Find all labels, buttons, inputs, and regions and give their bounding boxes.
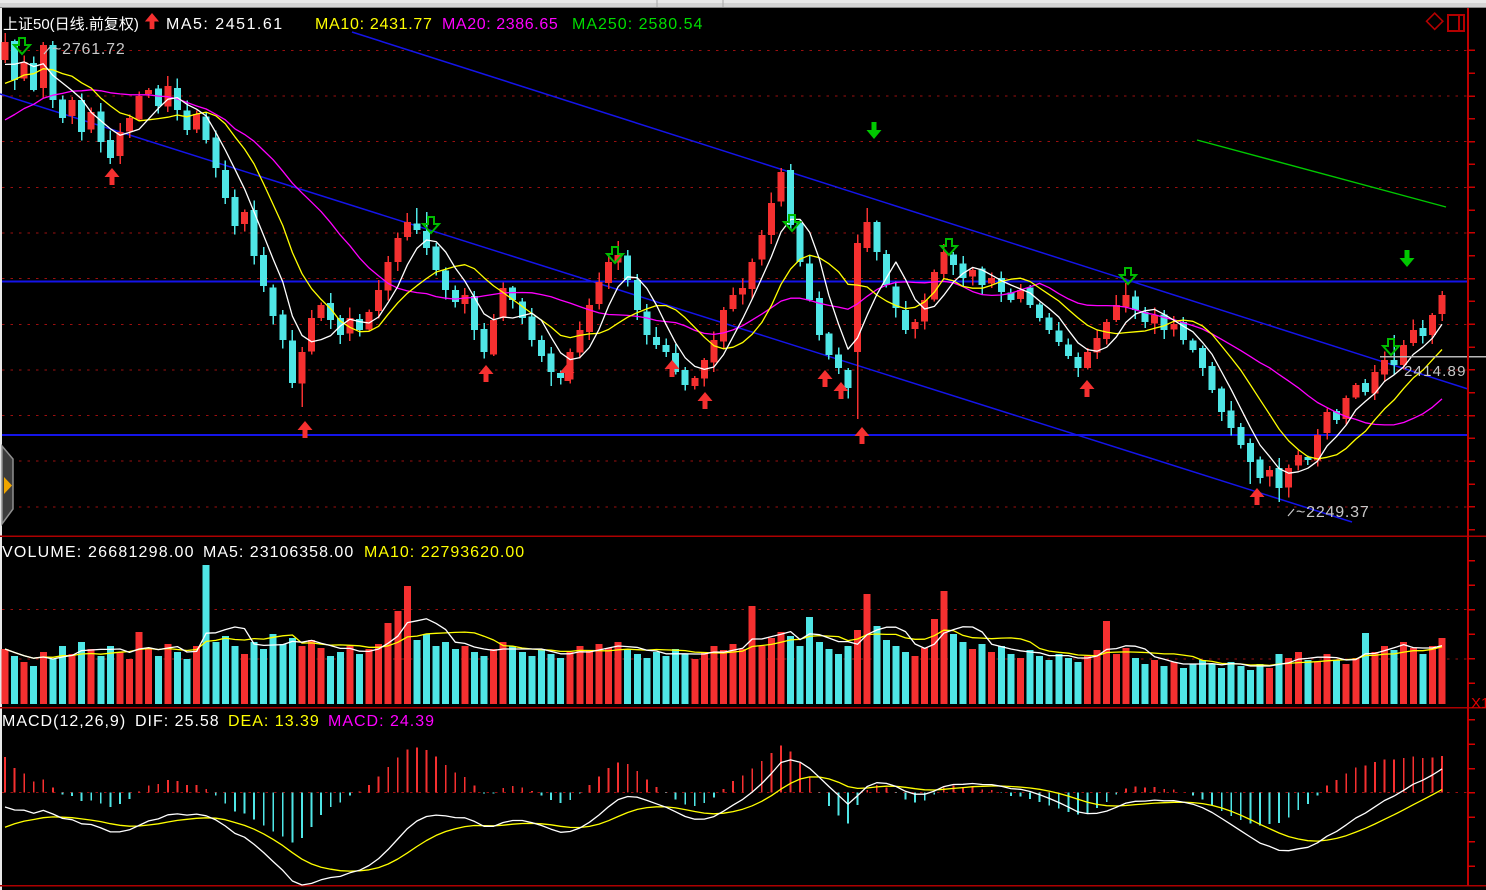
svg-text:MA10: 2431.77: MA10: 2431.77 bbox=[315, 16, 433, 33]
svg-text:DIF: 25.58: DIF: 25.58 bbox=[135, 713, 220, 730]
svg-text:MA5: 2451.61: MA5: 2451.61 bbox=[166, 16, 284, 33]
svg-text:MACD(12,26,9): MACD(12,26,9) bbox=[2, 713, 126, 730]
svg-text:MACD: 24.39: MACD: 24.39 bbox=[328, 713, 435, 730]
svg-text:上证50(日线.前复权): 上证50(日线.前复权) bbox=[3, 15, 139, 33]
svg-text:X1: X1 bbox=[1471, 695, 1486, 712]
svg-text:DEA: 13.39: DEA: 13.39 bbox=[228, 713, 320, 730]
svg-text:~2249.37: ~2249.37 bbox=[1296, 504, 1370, 521]
svg-text:MA10: 22793620.00: MA10: 22793620.00 bbox=[364, 544, 525, 561]
svg-text:MA5: 23106358.00: MA5: 23106358.00 bbox=[203, 544, 354, 561]
svg-text:2414.89: 2414.89 bbox=[1404, 363, 1467, 380]
svg-text:VOLUME: 26681298.00: VOLUME: 26681298.00 bbox=[2, 544, 195, 561]
svg-text:MA20: 2386.65: MA20: 2386.65 bbox=[442, 16, 558, 33]
svg-text:~2761.72: ~2761.72 bbox=[52, 41, 126, 58]
svg-text:MA250: 2580.54: MA250: 2580.54 bbox=[572, 16, 703, 33]
